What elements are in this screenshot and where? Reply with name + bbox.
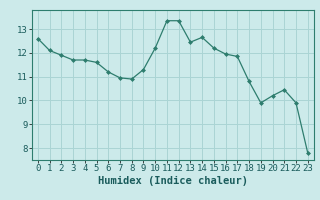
X-axis label: Humidex (Indice chaleur): Humidex (Indice chaleur) xyxy=(98,176,248,186)
